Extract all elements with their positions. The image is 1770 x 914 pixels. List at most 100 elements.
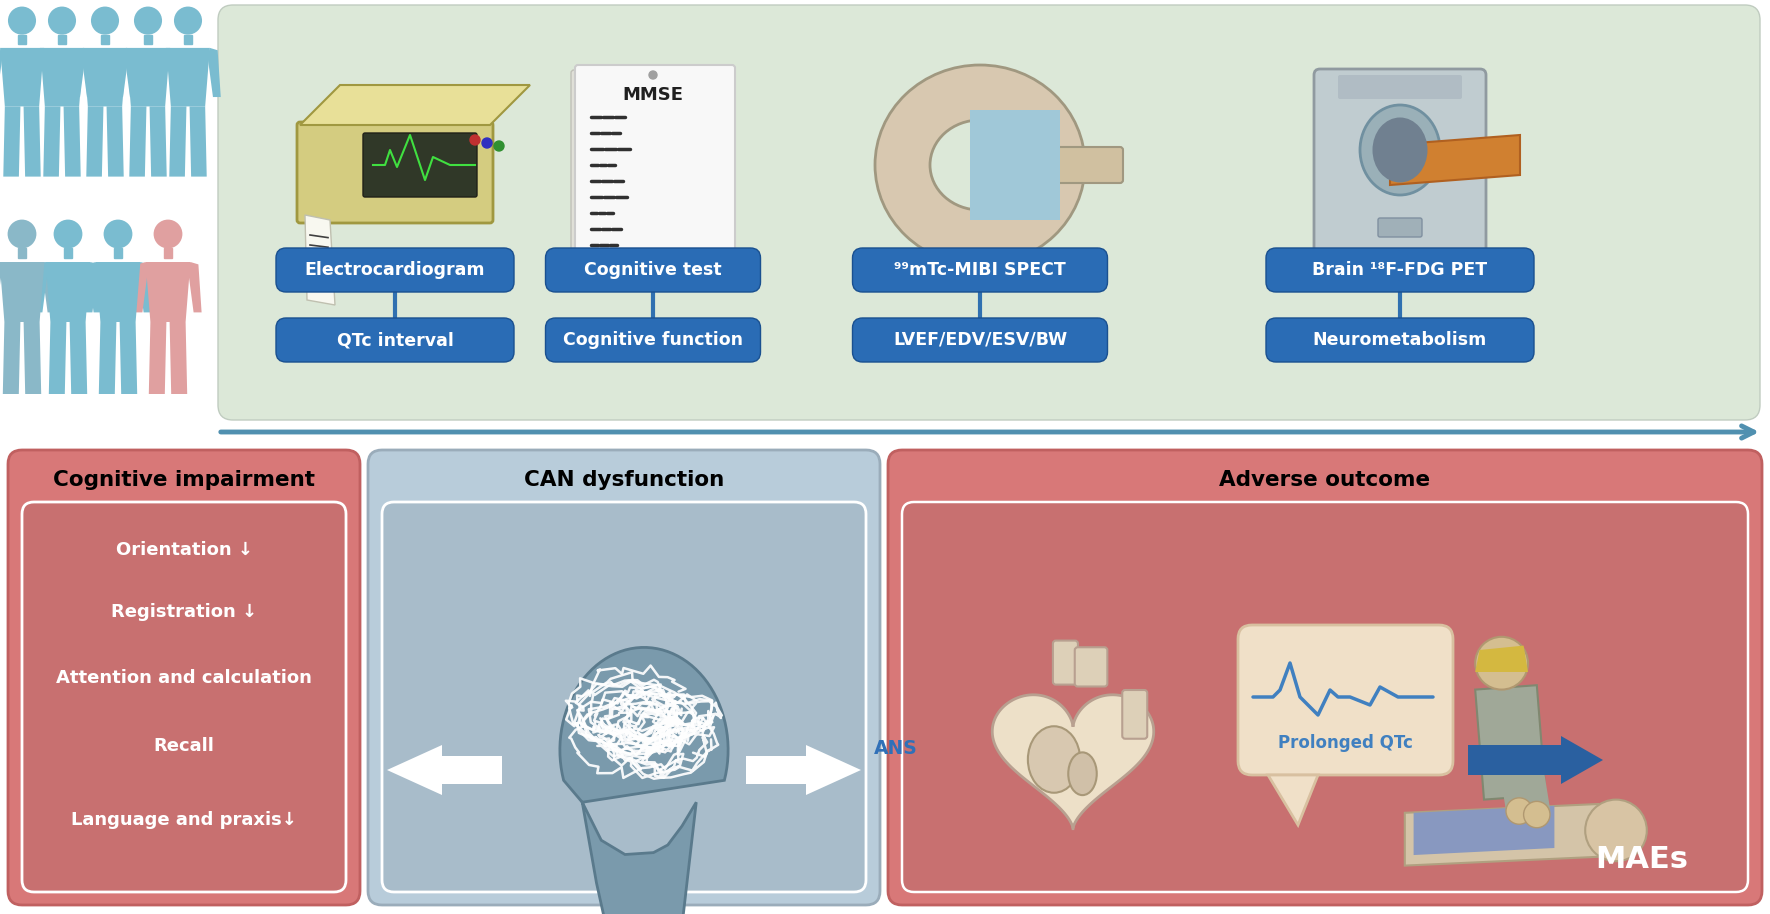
Bar (165, 249, 172, 258)
Text: Orientation ↓: Orientation ↓ (115, 541, 253, 559)
FancyBboxPatch shape (903, 502, 1749, 892)
Ellipse shape (1028, 727, 1080, 792)
Polygon shape (23, 322, 41, 394)
FancyBboxPatch shape (1379, 218, 1421, 237)
Text: Neurometabolism: Neurometabolism (1313, 331, 1487, 349)
Polygon shape (304, 215, 335, 305)
Polygon shape (120, 322, 138, 394)
Polygon shape (41, 48, 55, 97)
Circle shape (90, 6, 119, 35)
Polygon shape (156, 48, 168, 97)
Polygon shape (0, 48, 44, 106)
Polygon shape (299, 85, 529, 125)
FancyBboxPatch shape (368, 450, 880, 905)
Bar (113, 249, 122, 258)
Polygon shape (50, 322, 67, 394)
FancyBboxPatch shape (545, 248, 761, 292)
FancyBboxPatch shape (889, 450, 1761, 905)
Text: Cognitive test: Cognitive test (584, 261, 722, 279)
FancyBboxPatch shape (218, 5, 1759, 420)
Text: MAEs: MAEs (1595, 845, 1689, 875)
Text: ANS: ANS (874, 739, 919, 758)
Polygon shape (23, 106, 41, 176)
Text: Registration ↓: Registration ↓ (112, 603, 257, 621)
FancyBboxPatch shape (1074, 647, 1108, 686)
Text: LVEF/EDV/ESV/BW: LVEF/EDV/ESV/BW (892, 331, 1067, 349)
Polygon shape (170, 106, 186, 176)
Polygon shape (138, 262, 152, 313)
FancyBboxPatch shape (363, 133, 476, 197)
FancyBboxPatch shape (9, 450, 359, 905)
Ellipse shape (1359, 105, 1441, 195)
Polygon shape (207, 48, 221, 97)
FancyBboxPatch shape (276, 248, 513, 292)
Ellipse shape (1069, 752, 1097, 795)
Polygon shape (46, 262, 90, 322)
Text: Brain ¹⁸F-FDG PET: Brain ¹⁸F-FDG PET (1312, 261, 1487, 279)
Circle shape (1524, 802, 1551, 828)
Text: Cognitive impairment: Cognitive impairment (53, 470, 315, 490)
Circle shape (53, 219, 83, 249)
FancyBboxPatch shape (276, 318, 513, 362)
FancyBboxPatch shape (970, 110, 1060, 220)
Text: MMSE: MMSE (623, 86, 683, 104)
Circle shape (1474, 637, 1528, 689)
FancyBboxPatch shape (297, 122, 494, 223)
Polygon shape (42, 262, 55, 313)
Polygon shape (149, 322, 166, 394)
Polygon shape (64, 106, 81, 176)
Text: CAN dysfunction: CAN dysfunction (524, 470, 724, 490)
Bar (101, 35, 110, 44)
Polygon shape (166, 48, 211, 106)
Polygon shape (135, 262, 149, 313)
Polygon shape (1414, 806, 1554, 855)
FancyBboxPatch shape (853, 248, 1108, 292)
Polygon shape (745, 745, 860, 795)
Polygon shape (69, 322, 87, 394)
Bar (58, 35, 65, 44)
Ellipse shape (874, 65, 1085, 265)
Polygon shape (559, 647, 727, 914)
FancyBboxPatch shape (1122, 690, 1147, 739)
Polygon shape (81, 48, 96, 97)
Polygon shape (87, 106, 103, 176)
Polygon shape (129, 106, 147, 176)
Polygon shape (168, 48, 181, 97)
FancyBboxPatch shape (1313, 69, 1487, 256)
Circle shape (481, 138, 492, 148)
FancyBboxPatch shape (382, 502, 866, 892)
Polygon shape (188, 262, 202, 313)
Polygon shape (41, 48, 83, 106)
Polygon shape (388, 745, 503, 795)
Polygon shape (1467, 736, 1604, 784)
Text: Cognitive function: Cognitive function (563, 331, 743, 349)
FancyBboxPatch shape (572, 70, 735, 290)
FancyBboxPatch shape (545, 318, 761, 362)
Polygon shape (34, 262, 48, 313)
Text: ⁹⁹mTc-MIBI SPECT: ⁹⁹mTc-MIBI SPECT (894, 261, 1066, 279)
Ellipse shape (929, 120, 1030, 210)
Bar (64, 249, 73, 258)
Circle shape (650, 71, 657, 79)
Polygon shape (4, 322, 21, 394)
Ellipse shape (1372, 118, 1427, 183)
FancyBboxPatch shape (853, 318, 1108, 362)
Bar (18, 35, 27, 44)
Polygon shape (0, 262, 44, 322)
Polygon shape (145, 262, 191, 322)
Circle shape (7, 219, 37, 249)
Circle shape (7, 6, 35, 35)
Polygon shape (99, 322, 117, 394)
Polygon shape (115, 48, 129, 97)
Polygon shape (1389, 135, 1520, 185)
FancyBboxPatch shape (21, 502, 345, 892)
Polygon shape (4, 106, 21, 176)
Text: Electrocardiogram: Electrocardiogram (304, 261, 485, 279)
FancyBboxPatch shape (1266, 248, 1535, 292)
Polygon shape (899, 250, 1041, 270)
Text: Adverse outcome: Adverse outcome (1220, 470, 1430, 490)
Text: Attention and calculation: Attention and calculation (57, 669, 312, 687)
FancyBboxPatch shape (1237, 625, 1453, 775)
Polygon shape (96, 262, 140, 322)
Circle shape (48, 6, 76, 35)
